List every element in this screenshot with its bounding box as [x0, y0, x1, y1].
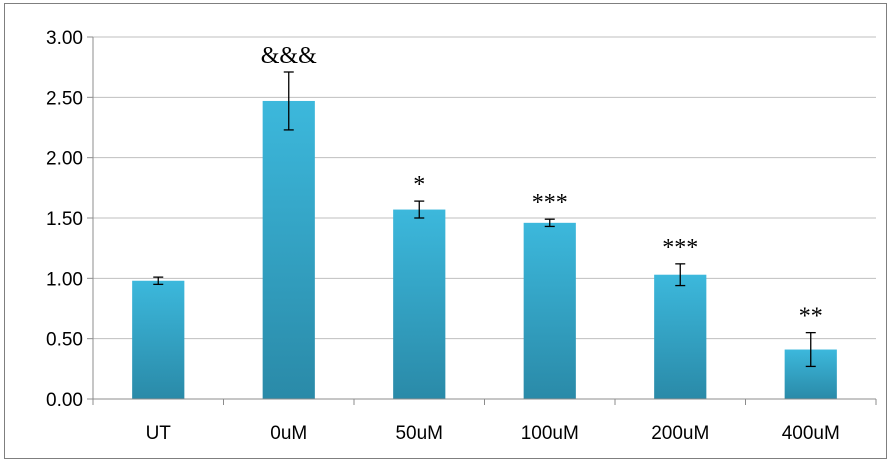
y-tick-label: 0.50: [46, 330, 83, 351]
gridlines: [93, 36, 876, 340]
bar: [654, 274, 707, 399]
bar: [393, 209, 446, 399]
significance-label: *: [413, 172, 425, 198]
x-tick-label: 400uM: [782, 423, 840, 444]
x-tick-label: UT: [146, 423, 172, 444]
axes: [87, 36, 877, 405]
bar: [262, 100, 315, 399]
x-tick-label: 0uM: [270, 423, 307, 444]
bar: [132, 280, 185, 399]
x-tick-label: 100uM: [521, 423, 579, 444]
significance-label: &&&: [261, 43, 317, 69]
significance-label: ***: [532, 190, 568, 216]
bar: [523, 222, 576, 399]
y-tick-label: 1.00: [46, 269, 83, 290]
x-tick-label: 50uM: [395, 423, 443, 444]
y-tick-label: 2.50: [46, 88, 83, 109]
significance-label: **: [799, 304, 823, 330]
y-tick-label: 3.00: [46, 28, 83, 49]
y-tick-label: 0.00: [46, 390, 83, 411]
significance-label: ***: [662, 235, 698, 261]
labels: 0.00 0.50 1.00 1.50 2.00 2.50 3.00 UT 0uM &&& 50uM…: [46, 28, 840, 444]
bars: [132, 71, 837, 399]
x-tick-label: 200uM: [651, 423, 709, 444]
y-tick-label: 2.00: [46, 149, 83, 170]
y-tick-label: 1.50: [46, 209, 83, 230]
